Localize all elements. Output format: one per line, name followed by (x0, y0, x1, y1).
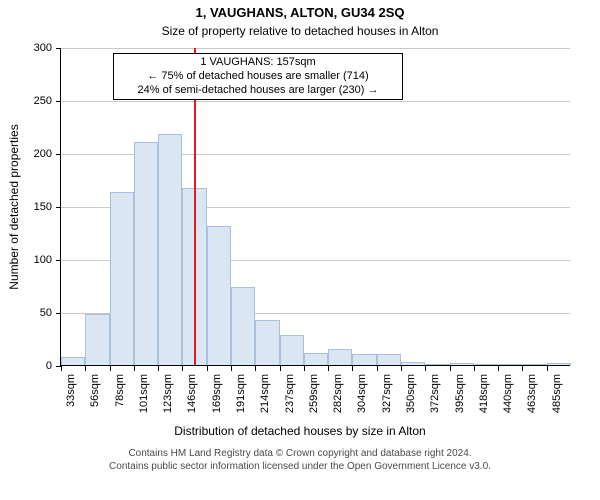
histogram-bar (207, 226, 231, 365)
x-tick-label: 282sqm (332, 374, 344, 419)
gridline (61, 101, 570, 102)
x-tick-mark (377, 366, 378, 371)
x-tick-mark (85, 366, 86, 371)
chart-title: 1, VAUGHANS, ALTON, GU34 2SQ (0, 5, 600, 20)
x-tick-label: 372sqm (429, 374, 441, 419)
x-tick-label: 440sqm (502, 374, 514, 419)
y-tick-label: 300 (34, 42, 52, 54)
histogram-bar (498, 364, 522, 365)
x-tick-mark (134, 366, 135, 371)
annotation-line: ← 75% of detached houses are smaller (71… (120, 70, 396, 84)
y-tick-mark (56, 154, 61, 155)
x-tick-label: 146sqm (186, 374, 198, 419)
y-tick-mark (56, 313, 61, 314)
x-tick-mark (425, 366, 426, 371)
footer-line-2: Contains public sector information licen… (0, 461, 600, 474)
histogram-bar (304, 353, 328, 365)
histogram-bar (158, 134, 182, 365)
y-tick-label: 200 (34, 148, 52, 160)
x-tick-label: 395sqm (454, 374, 466, 419)
x-tick-mark (352, 366, 353, 371)
x-tick-mark (207, 366, 208, 371)
x-tick-mark (522, 366, 523, 371)
x-tick-mark (304, 366, 305, 371)
x-tick-label: 350sqm (405, 374, 417, 419)
x-tick-label: 304sqm (356, 374, 368, 419)
histogram-bar (474, 364, 498, 365)
gridline (61, 48, 570, 49)
annotation-line: 24% of semi-detached houses are larger (… (120, 84, 396, 98)
y-tick-mark (56, 101, 61, 102)
y-tick-label: 100 (34, 254, 52, 266)
x-tick-label: 418sqm (478, 374, 490, 419)
x-tick-label: 237sqm (284, 374, 296, 419)
histogram-bar (231, 287, 255, 365)
y-tick-mark (56, 48, 61, 49)
x-tick-mark (474, 366, 475, 371)
histogram-bar (522, 364, 546, 365)
y-tick-label: 50 (40, 307, 52, 319)
x-tick-mark (401, 366, 402, 371)
histogram-bar (425, 364, 449, 365)
histogram-bar (450, 363, 474, 365)
x-tick-mark (110, 366, 111, 371)
x-tick-label: 78sqm (114, 374, 126, 419)
x-tick-mark (231, 366, 232, 371)
y-tick-label: 0 (46, 360, 52, 372)
footer-text: Contains HM Land Registry data © Crown c… (0, 448, 600, 473)
x-tick-label: 485sqm (551, 374, 563, 419)
chart-container: 1, VAUGHANS, ALTON, GU34 2SQ Size of pro… (0, 0, 600, 500)
histogram-bar (377, 354, 401, 365)
annotation-line: 1 VAUGHANS: 157sqm (120, 56, 396, 70)
histogram-bar (110, 192, 134, 365)
x-tick-label: 123sqm (162, 374, 174, 419)
x-tick-mark (328, 366, 329, 371)
y-tick-label: 250 (34, 95, 52, 107)
histogram-bar (85, 314, 109, 365)
x-tick-label: 191sqm (235, 374, 247, 419)
histogram-bar (134, 142, 158, 365)
plot-area: 1 VAUGHANS: 157sqm← 75% of detached hous… (60, 48, 570, 366)
y-tick-mark (56, 207, 61, 208)
x-tick-label: 33sqm (65, 374, 77, 419)
x-tick-label: 214sqm (259, 374, 271, 419)
histogram-bar (547, 363, 571, 365)
x-tick-mark (182, 366, 183, 371)
x-tick-label: 463sqm (526, 374, 538, 419)
x-axis-label: Distribution of detached houses by size … (0, 424, 600, 438)
histogram-bar (401, 362, 425, 365)
x-tick-label: 169sqm (211, 374, 223, 419)
histogram-bar (352, 354, 376, 365)
histogram-bar (61, 357, 85, 365)
chart-subtitle: Size of property relative to detached ho… (0, 24, 600, 38)
x-tick-mark (280, 366, 281, 371)
x-tick-mark (547, 366, 548, 371)
annotation-box: 1 VAUGHANS: 157sqm← 75% of detached hous… (113, 53, 403, 100)
histogram-bar (328, 349, 352, 365)
footer-line-1: Contains HM Land Registry data © Crown c… (0, 448, 600, 461)
x-tick-mark (158, 366, 159, 371)
x-tick-mark (61, 366, 62, 371)
x-tick-label: 101sqm (138, 374, 150, 419)
y-tick-label: 150 (34, 201, 52, 213)
x-tick-label: 327sqm (381, 374, 393, 419)
y-tick-mark (56, 260, 61, 261)
histogram-bar (280, 335, 304, 365)
x-tick-mark (498, 366, 499, 371)
histogram-bar (255, 320, 279, 365)
x-tick-label: 56sqm (89, 374, 101, 419)
x-tick-mark (255, 366, 256, 371)
y-axis-label: Number of detached properties (7, 124, 21, 289)
x-tick-mark (450, 366, 451, 371)
x-tick-label: 259sqm (308, 374, 320, 419)
